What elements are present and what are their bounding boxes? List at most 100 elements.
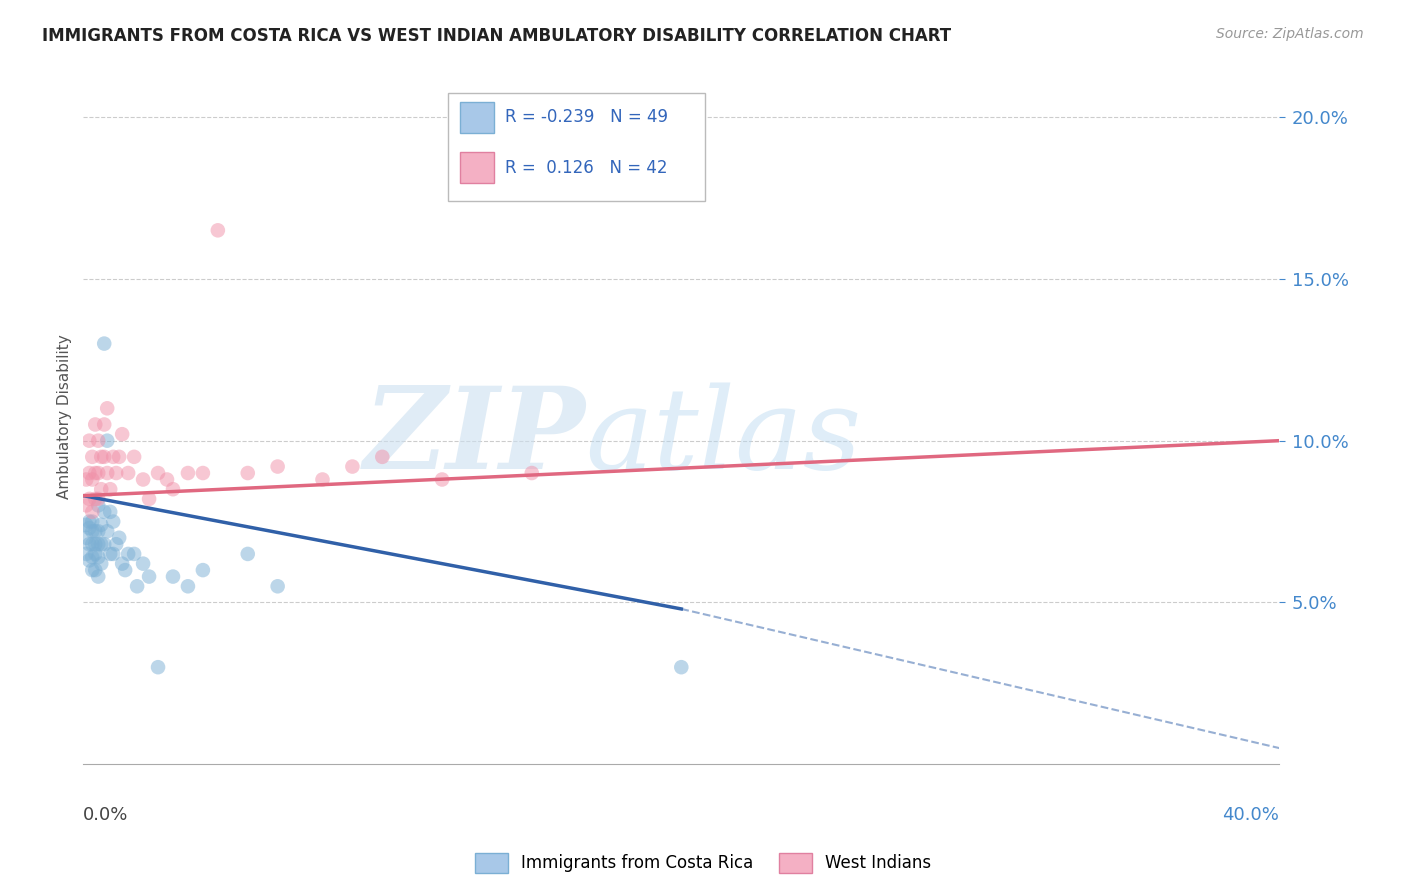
Point	[87, 491, 110, 506]
Point	[90, 537, 112, 551]
Point	[105, 466, 128, 480]
Point	[162, 482, 184, 496]
Point	[87, 537, 110, 551]
Point	[117, 547, 139, 561]
Point	[82, 515, 104, 529]
Point	[236, 466, 259, 480]
Point	[93, 505, 115, 519]
Point	[82, 563, 104, 577]
Point	[132, 473, 155, 487]
Point	[90, 450, 112, 464]
Point	[111, 557, 134, 571]
Point	[75, 547, 97, 561]
Point	[75, 473, 97, 487]
Point	[520, 466, 543, 480]
Point	[122, 547, 145, 561]
Point	[93, 537, 115, 551]
Point	[84, 417, 107, 432]
Point	[93, 450, 115, 464]
Point	[75, 517, 97, 532]
Point	[103, 547, 125, 561]
Point	[77, 491, 100, 506]
Point	[177, 579, 200, 593]
Point	[77, 537, 100, 551]
Point	[138, 491, 160, 506]
Point	[84, 547, 107, 561]
Point	[207, 223, 229, 237]
Point	[77, 466, 100, 480]
Point	[146, 660, 169, 674]
Text: Source: ZipAtlas.com: Source: ZipAtlas.com	[1216, 27, 1364, 41]
Point	[96, 466, 118, 480]
Point	[82, 505, 104, 519]
FancyBboxPatch shape	[460, 102, 494, 133]
Point	[90, 482, 112, 496]
Point	[105, 537, 128, 551]
Point	[87, 550, 110, 565]
Point	[342, 459, 364, 474]
Point	[98, 482, 121, 496]
Point	[98, 547, 121, 561]
Point	[146, 466, 169, 480]
Text: 40.0%: 40.0%	[1222, 806, 1279, 824]
Point	[138, 569, 160, 583]
Y-axis label: Ambulatory Disability: Ambulatory Disability	[58, 334, 72, 499]
Point	[82, 550, 104, 565]
Point	[103, 450, 125, 464]
Point	[122, 450, 145, 464]
Point	[77, 553, 100, 567]
Point	[236, 547, 259, 561]
Point	[430, 473, 453, 487]
Point	[162, 569, 184, 583]
Point	[82, 524, 104, 539]
Point	[114, 563, 136, 577]
Text: atlas: atlas	[586, 382, 862, 492]
Point	[90, 517, 112, 532]
Point	[671, 660, 693, 674]
Legend: Immigrants from Costa Rica, West Indians: Immigrants from Costa Rica, West Indians	[468, 847, 938, 880]
Point	[84, 524, 107, 539]
Point	[90, 557, 112, 571]
Point	[84, 491, 107, 506]
Point	[127, 579, 149, 593]
Point	[82, 537, 104, 551]
FancyBboxPatch shape	[449, 93, 706, 201]
Point	[191, 466, 214, 480]
Point	[82, 473, 104, 487]
Point	[75, 531, 97, 545]
Point	[93, 336, 115, 351]
Point	[191, 563, 214, 577]
Point	[177, 466, 200, 480]
Text: IMMIGRANTS FROM COSTA RICA VS WEST INDIAN AMBULATORY DISABILITY CORRELATION CHAR: IMMIGRANTS FROM COSTA RICA VS WEST INDIA…	[42, 27, 952, 45]
Point	[96, 434, 118, 448]
Point	[87, 524, 110, 539]
Point	[111, 427, 134, 442]
Point	[84, 466, 107, 480]
Text: 0.0%: 0.0%	[83, 806, 129, 824]
Point	[96, 401, 118, 416]
Text: ZIP: ZIP	[364, 382, 586, 492]
Point	[84, 537, 107, 551]
Point	[108, 450, 131, 464]
Point	[156, 473, 179, 487]
Point	[93, 417, 115, 432]
Point	[77, 434, 100, 448]
Point	[87, 466, 110, 480]
Point	[266, 459, 288, 474]
Point	[87, 434, 110, 448]
Point	[87, 569, 110, 583]
Point	[98, 505, 121, 519]
Point	[266, 579, 288, 593]
Point	[75, 499, 97, 513]
Text: R = -0.239   N = 49: R = -0.239 N = 49	[506, 108, 668, 127]
Text: R =  0.126   N = 42: R = 0.126 N = 42	[506, 159, 668, 177]
Point	[311, 473, 333, 487]
Point	[117, 466, 139, 480]
Point	[371, 450, 394, 464]
Point	[87, 499, 110, 513]
Point	[132, 557, 155, 571]
Point	[96, 524, 118, 539]
Point	[84, 563, 107, 577]
Point	[77, 521, 100, 535]
Point	[103, 515, 125, 529]
